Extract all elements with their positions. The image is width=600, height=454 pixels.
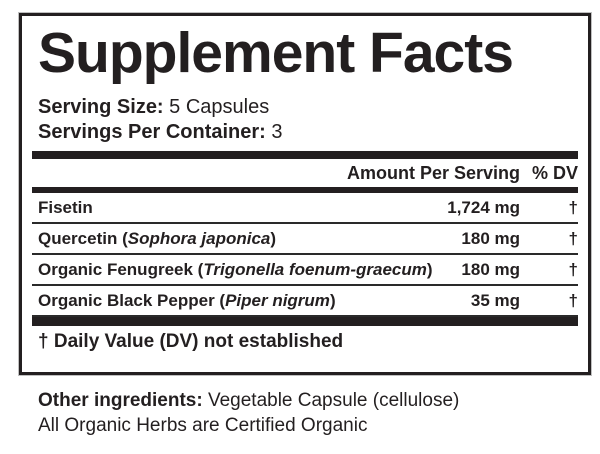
supplement-facts-panel: Supplement Facts Serving Size: 5 Capsule… xyxy=(19,13,591,375)
table-row-fisetin: Fisetin 1,724 mg † xyxy=(32,193,578,225)
ingredient-latin-name: Sophora japonica xyxy=(127,229,271,249)
ingredient-name-suffix: ) xyxy=(270,229,277,249)
serving-info: Serving Size: 5 Capsules Servings Per Co… xyxy=(32,95,578,145)
ingredient-name: Organic Fenugreek (Trigonella foenum-gra… xyxy=(38,260,453,280)
amount-value: 180 mg xyxy=(461,229,520,249)
divider-thick-bottom xyxy=(32,317,578,327)
dv-value: † xyxy=(568,198,578,218)
dv-value: † xyxy=(568,291,578,311)
servings-per-container-value: 3 xyxy=(271,121,283,144)
ingredient-name-suffix: ) xyxy=(329,291,336,311)
other-ingredients-line: Other ingredients: Vegetable Capsule (ce… xyxy=(38,388,459,413)
other-ingredients-label: Other ingredients: xyxy=(38,390,203,411)
divider-thick-top xyxy=(32,151,578,160)
ingredient-name-suffix: ) xyxy=(426,260,433,280)
column-header-amount: Amount Per Serving xyxy=(346,163,520,184)
ingredient-name-text: Quercetin ( xyxy=(38,229,128,249)
servings-per-container-label: Servings Per Container: xyxy=(38,121,266,144)
dv-value: † xyxy=(568,260,578,280)
table-header-row: Amount Per Serving % DV xyxy=(32,159,578,187)
panel-title: Supplement Facts xyxy=(38,21,514,85)
dv-value: † xyxy=(568,229,578,249)
amount-value: 35 mg xyxy=(470,291,520,311)
ingredient-name: Fisetin xyxy=(38,198,439,218)
ingredient-latin-name: Piper nigrum xyxy=(225,291,330,311)
serving-size-line: Serving Size: 5 Capsules xyxy=(38,95,578,120)
column-header-dv: % DV xyxy=(531,163,578,184)
ingredient-name-text: Organic Black Pepper ( xyxy=(38,291,226,311)
table-row-black-pepper: Organic Black Pepper (Piper nigrum) 35 m… xyxy=(32,286,578,318)
ingredient-name-text: Organic Fenugreek ( xyxy=(38,260,204,280)
below-panel-notes: Other ingredients: Vegetable Capsule (ce… xyxy=(38,388,459,438)
amount-value: 1,724 mg xyxy=(447,198,520,218)
serving-size-value: 5 Capsules xyxy=(169,96,270,119)
table-row-fenugreek: Organic Fenugreek (Trigonella foenum-gra… xyxy=(32,255,578,287)
ingredient-name-text: Fisetin xyxy=(38,198,93,218)
organic-certification-note: All Organic Herbs are Certified Organic xyxy=(38,415,368,437)
daily-value-footnote: † Daily Value (DV) not established xyxy=(38,331,344,353)
servings-per-container-line: Servings Per Container: 3 xyxy=(38,120,578,145)
table-row-quercetin: Quercetin (Sophora japonica) 180 mg † xyxy=(32,224,578,256)
ingredient-name: Quercetin (Sophora japonica) xyxy=(38,229,453,249)
amount-value: 180 mg xyxy=(461,260,520,280)
ingredient-name: Organic Black Pepper (Piper nigrum) xyxy=(38,291,463,311)
other-ingredients-value: Vegetable Capsule (cellulose) xyxy=(207,390,460,411)
ingredient-latin-name: Trigonella foenum-graecum xyxy=(203,260,427,280)
divider-medium-header xyxy=(32,187,578,194)
serving-size-label: Serving Size: xyxy=(38,96,164,119)
